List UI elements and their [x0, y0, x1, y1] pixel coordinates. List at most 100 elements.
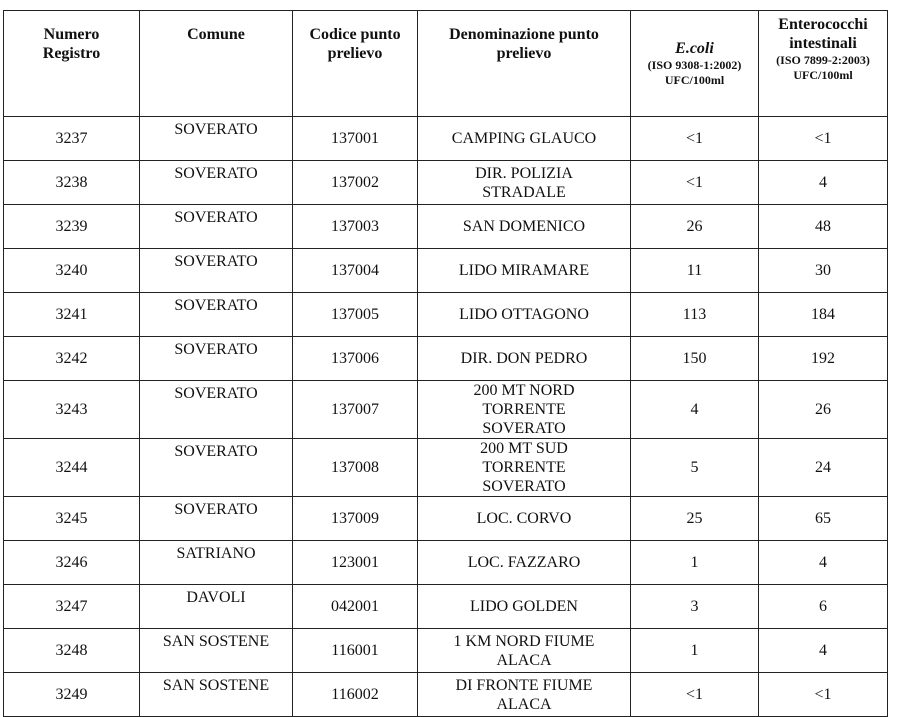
cell-comune: SOVERATO — [139, 160, 293, 205]
cell-entero: 184 — [758, 292, 888, 337]
cell-entero: 26 — [758, 380, 888, 439]
cell-numero: 3243 — [3, 380, 140, 439]
cell-ecoli: 113 — [630, 292, 759, 337]
cell-codice: 137001 — [292, 116, 418, 161]
cell-denominazione: LIDO MIRAMARE — [417, 248, 631, 293]
cell-denominazione: LOC. CORVO — [417, 496, 631, 541]
cell-codice: 137003 — [292, 204, 418, 249]
cell-denominazione: CAMPING GLAUCO — [417, 116, 631, 161]
table-row: 3238 SOVERATO 137002 DIR. POLIZIA STRADALE <… — [3, 160, 888, 205]
cell-numero: 3245 — [3, 496, 140, 541]
cell-entero: 4 — [758, 540, 888, 585]
cell-entero: 65 — [758, 496, 888, 541]
cell-numero: 3238 — [3, 160, 140, 205]
header-numero: Numero Registro — [3, 10, 140, 117]
header-codice: Codice punto prelievo — [292, 10, 418, 117]
cell-ecoli: 4 — [630, 380, 759, 439]
cell-comune: DAVOLI — [139, 584, 293, 629]
cell-codice: 137009 — [292, 496, 418, 541]
cell-denominazione: LIDO GOLDEN — [417, 584, 631, 629]
cell-ecoli: 3 — [630, 584, 759, 629]
table-row: 3243 SOVERATO 137007 200 MT NORD TORRENTE S… — [3, 380, 888, 439]
cell-comune: SOVERATO — [139, 380, 293, 439]
cell-ecoli: <1 — [630, 160, 759, 205]
cell-numero: 3249 — [3, 672, 140, 717]
header-comune: Comune — [139, 10, 293, 117]
header-denominazione: Denominazione punto prelievo — [417, 10, 631, 117]
cell-denominazione: SAN DOMENICO — [417, 204, 631, 249]
cell-ecoli: 11 — [630, 248, 759, 293]
table-row: 3245 SOVERATO 137009 LOC. CORVO 25 65 — [3, 496, 888, 541]
cell-comune: SOVERATO — [139, 336, 293, 381]
cell-denominazione: DIR. POLIZIA STRADALE — [417, 160, 631, 205]
header-entero: Enterococchi intestinali (ISO 7899-2:200… — [758, 10, 888, 117]
cell-comune: SOVERATO — [139, 438, 293, 497]
cell-numero: 3237 — [3, 116, 140, 161]
cell-ecoli: 5 — [630, 438, 759, 497]
table-row: 3241 SOVERATO 137005 LIDO OTTAGONO 113 184 — [3, 292, 888, 337]
cell-numero: 3241 — [3, 292, 140, 337]
entero-unit: UFC/100ml — [793, 68, 853, 82]
cell-comune: SOVERATO — [139, 496, 293, 541]
cell-ecoli: 150 — [630, 336, 759, 381]
ecoli-label: E.coli — [675, 40, 714, 57]
cell-numero: 3240 — [3, 248, 140, 293]
cell-denominazione: 200 MT NORD TORRENTE SOVERATO — [417, 380, 631, 439]
cell-entero: 48 — [758, 204, 888, 249]
cell-entero: 30 — [758, 248, 888, 293]
cell-codice: 137005 — [292, 292, 418, 337]
cell-codice: 137008 — [292, 438, 418, 497]
cell-codice: 137004 — [292, 248, 418, 293]
cell-comune: SOVERATO — [139, 116, 293, 161]
cell-numero: 3247 — [3, 584, 140, 629]
table-row: 3246 SATRIANO 123001 LOC. FAZZARO 1 4 — [3, 540, 888, 585]
table-row: 3242 SOVERATO 137006 DIR. DON PEDRO 150 192 — [3, 336, 888, 381]
header-ecoli: E.coli (ISO 9308-1:2002) UFC/100ml — [630, 10, 759, 117]
table-row: 3244 SOVERATO 137008 200 MT SUD TORRENTE SO… — [3, 438, 888, 497]
cell-numero: 3242 — [3, 336, 140, 381]
cell-denominazione: DI FRONTE FIUME ALACA — [417, 672, 631, 717]
cell-ecoli: <1 — [630, 672, 759, 717]
table-row: 3239 SOVERATO 137003 SAN DOMENICO 26 48 — [3, 204, 888, 249]
cell-ecoli: <1 — [630, 116, 759, 161]
table-row: 3249 SAN SOSTENE 116002 DI FRONTE FIUME ALA… — [3, 672, 888, 717]
cell-comune: SOVERATO — [139, 292, 293, 337]
cell-codice: 137007 — [292, 380, 418, 439]
cell-ecoli: 1 — [630, 540, 759, 585]
cell-numero: 3239 — [3, 204, 140, 249]
cell-ecoli: 26 — [630, 204, 759, 249]
cell-ecoli: 1 — [630, 628, 759, 673]
table-row: 3240 SOVERATO 137004 LIDO MIRAMARE 11 30 — [3, 248, 888, 293]
cell-comune: SATRIANO — [139, 540, 293, 585]
ecoli-unit: UFC/100ml — [664, 73, 725, 87]
cell-denominazione: 1 KM NORD FIUME ALACA — [417, 628, 631, 673]
cell-entero: <1 — [758, 116, 888, 161]
cell-comune: SOVERATO — [139, 248, 293, 293]
cell-ecoli: 25 — [630, 496, 759, 541]
cell-denominazione: DIR. DON PEDRO — [417, 336, 631, 381]
entero-label: Enterococchi intestinali — [778, 16, 868, 52]
cell-codice: 116001 — [292, 628, 418, 673]
table-row: 3237 SOVERATO 137001 CAMPING GLAUCO <1 <1 — [3, 116, 888, 161]
cell-comune: SAN SOSTENE — [139, 672, 293, 717]
cell-codice: 137002 — [292, 160, 418, 205]
cell-comune: SAN SOSTENE — [139, 628, 293, 673]
cell-codice: 137006 — [292, 336, 418, 381]
cell-denominazione: LIDO OTTAGONO — [417, 292, 631, 337]
cell-denominazione: 200 MT SUD TORRENTE SOVERATO — [417, 438, 631, 497]
cell-codice: 123001 — [292, 540, 418, 585]
results-table: Numero Registro Comune Codice punto prel… — [3, 10, 888, 717]
header-row: Numero Registro Comune Codice punto prel… — [3, 10, 888, 117]
cell-entero: 4 — [758, 628, 888, 673]
cell-entero: 4 — [758, 160, 888, 205]
cell-numero: 3248 — [3, 628, 140, 673]
entero-method: (ISO 7899-2:2003) — [776, 53, 870, 67]
table-row: 3248 SAN SOSTENE 116001 1 KM NORD FIUME ALA… — [3, 628, 888, 673]
cell-codice: 116002 — [292, 672, 418, 717]
cell-codice: 042001 — [292, 584, 418, 629]
cell-entero: 192 — [758, 336, 888, 381]
table-row: 3247 DAVOLI 042001 LIDO GOLDEN 3 6 — [3, 584, 888, 629]
cell-numero: 3244 — [3, 438, 140, 497]
cell-denominazione: LOC. FAZZARO — [417, 540, 631, 585]
cell-entero: 24 — [758, 438, 888, 497]
